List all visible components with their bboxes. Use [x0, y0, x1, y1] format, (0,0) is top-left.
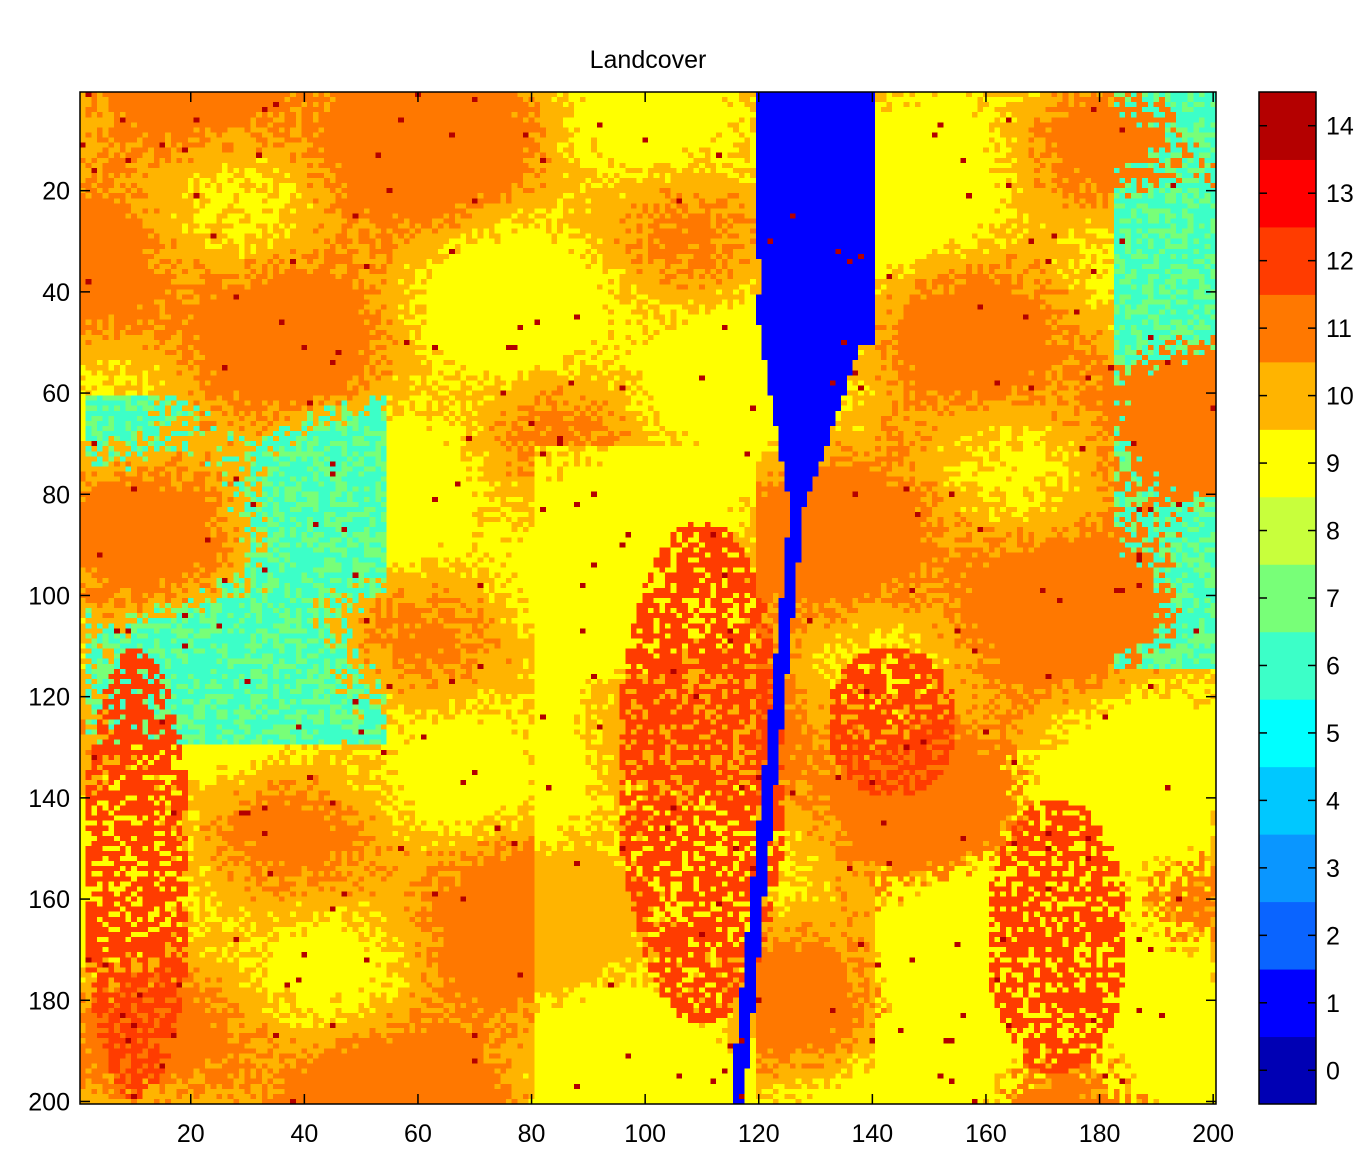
- colorbar-swatch: [1259, 564, 1316, 633]
- x-tick-label: 200: [1192, 1120, 1234, 1148]
- x-tick-label: 40: [290, 1120, 318, 1148]
- y-tick-label: 80: [42, 481, 70, 509]
- x-tick-label: 160: [965, 1120, 1007, 1148]
- colorbar-tick-label: 11: [1326, 315, 1352, 343]
- colorbar-tick-label: 0: [1326, 1057, 1340, 1085]
- colorbar-swatch: [1259, 496, 1316, 565]
- y-tick-label: 200: [28, 1088, 70, 1116]
- colorbar-tick-label: 4: [1326, 787, 1340, 815]
- colorbar-swatch: [1259, 226, 1316, 295]
- colorbar-swatch: [1259, 429, 1316, 498]
- x-tick-label: 100: [624, 1120, 666, 1148]
- colorbar-tick-label: 10: [1326, 383, 1354, 411]
- colorbar-swatch: [1259, 901, 1316, 970]
- colorbar-swatch: [1259, 92, 1316, 160]
- colorbar-tick-label: 8: [1326, 518, 1340, 546]
- colorbar-swatch: [1259, 969, 1316, 1038]
- colorbar-swatch: [1259, 766, 1316, 835]
- x-tick-label: 60: [404, 1120, 432, 1148]
- x-tick-label: 120: [738, 1120, 780, 1148]
- colorbar-tick-label: 9: [1326, 450, 1340, 478]
- colorbar-tick-label: 1: [1326, 990, 1340, 1018]
- y-tick-label: 160: [28, 886, 70, 914]
- heatmap-raster: [80, 92, 1216, 1104]
- x-tick-label: 80: [518, 1120, 546, 1148]
- colorbar-swatch: [1259, 699, 1316, 768]
- colorbar: [1259, 92, 1316, 1105]
- plot-frame: [79, 91, 1217, 1105]
- colorbar-swatch: [1259, 159, 1316, 228]
- x-tick-label: 20: [177, 1120, 205, 1148]
- y-tick-label: 20: [42, 178, 70, 206]
- y-tick-label: 180: [28, 987, 70, 1015]
- x-axis: 20 40 60 80 100 120 140 160 180 200: [177, 92, 1234, 1148]
- y-tick-label: 40: [42, 279, 70, 307]
- y-tick-label: 100: [28, 582, 70, 610]
- y-tick-label: 60: [42, 380, 70, 408]
- colorbar-tick-label: 7: [1326, 585, 1340, 613]
- heatmap-image: [80, 92, 1216, 1104]
- colorbar-tick-label: 2: [1326, 922, 1340, 950]
- y-tick-label: 140: [28, 785, 70, 813]
- x-tick-label: 140: [852, 1120, 894, 1148]
- colorbar-tick-label: 3: [1326, 855, 1340, 883]
- colorbar-swatch: [1259, 361, 1316, 430]
- colorbar-swatch: [1259, 834, 1316, 903]
- x-tick-label: 180: [1079, 1120, 1121, 1148]
- colorbar-tick-label: 6: [1326, 652, 1340, 680]
- colorbar-swatch: [1259, 631, 1316, 700]
- colorbar-tick-label: 14: [1326, 113, 1354, 141]
- colorbar-swatch: [1259, 1036, 1316, 1105]
- colorbar-swatch: [1259, 294, 1316, 363]
- y-axis: 20 40 60 80 100 120 140 160 180 200: [28, 178, 1216, 1116]
- chart-title: Landcover: [590, 46, 707, 74]
- y-tick-label: 120: [28, 684, 70, 712]
- colorbar-tick-label: 12: [1326, 248, 1354, 276]
- colorbar-tick-label: 5: [1326, 720, 1340, 748]
- colorbar-tick-label: 13: [1326, 180, 1354, 208]
